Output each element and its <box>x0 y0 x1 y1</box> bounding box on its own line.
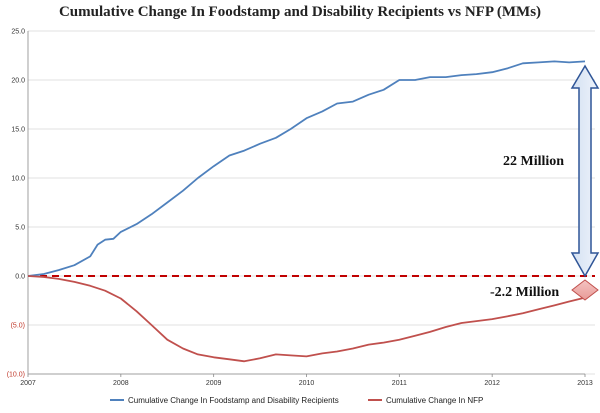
legend-label-foodstamp: Cumulative Change In Foodstamp and Disab… <box>128 396 339 405</box>
span-arrow-icon <box>570 64 600 278</box>
y-tick-label: 15.0 <box>11 127 25 134</box>
y-tick-label: (5.0) <box>11 323 25 330</box>
series-line-foodstamp-disability <box>27 60 586 277</box>
grid-layer <box>28 30 595 375</box>
axis-layer: 25.0 20.0 15.0 10.0 5.0 0.0 (5.0) (10.0)2007 200… <box>7 29 593 388</box>
x-tick-label: 2008 <box>113 380 129 387</box>
series-line-nfp <box>27 275 586 363</box>
annotation-22-million: 22 Million <box>503 154 564 169</box>
y-tick-label: 5.0 <box>15 225 25 232</box>
diamond-marker-icon <box>571 279 599 301</box>
y-tick-label: 20.0 <box>11 78 25 85</box>
chart-title: Cumulative Change In Foodstamp and Disab… <box>58 4 542 20</box>
x-tick-label: 2009 <box>206 380 222 387</box>
x-tick-label: 2013 <box>577 380 593 387</box>
y-tick-label: 25.0 <box>11 29 25 36</box>
x-tick-label: 2007 <box>20 380 36 387</box>
x-tick-label: 2010 <box>299 380 315 387</box>
y-tick-label: 10.0 <box>11 176 25 183</box>
y-tick-label: (10.0) <box>7 372 25 379</box>
annotation-minus-2-2-million: -2.2 Million <box>490 285 559 300</box>
x-tick-label: 2012 <box>484 380 500 387</box>
series-layer <box>27 60 586 363</box>
legend-label-nfp: Cumulative Change In NFP <box>386 396 483 405</box>
y-tick-label: 0.0 <box>15 274 25 281</box>
x-tick-label: 2011 <box>392 380 407 387</box>
